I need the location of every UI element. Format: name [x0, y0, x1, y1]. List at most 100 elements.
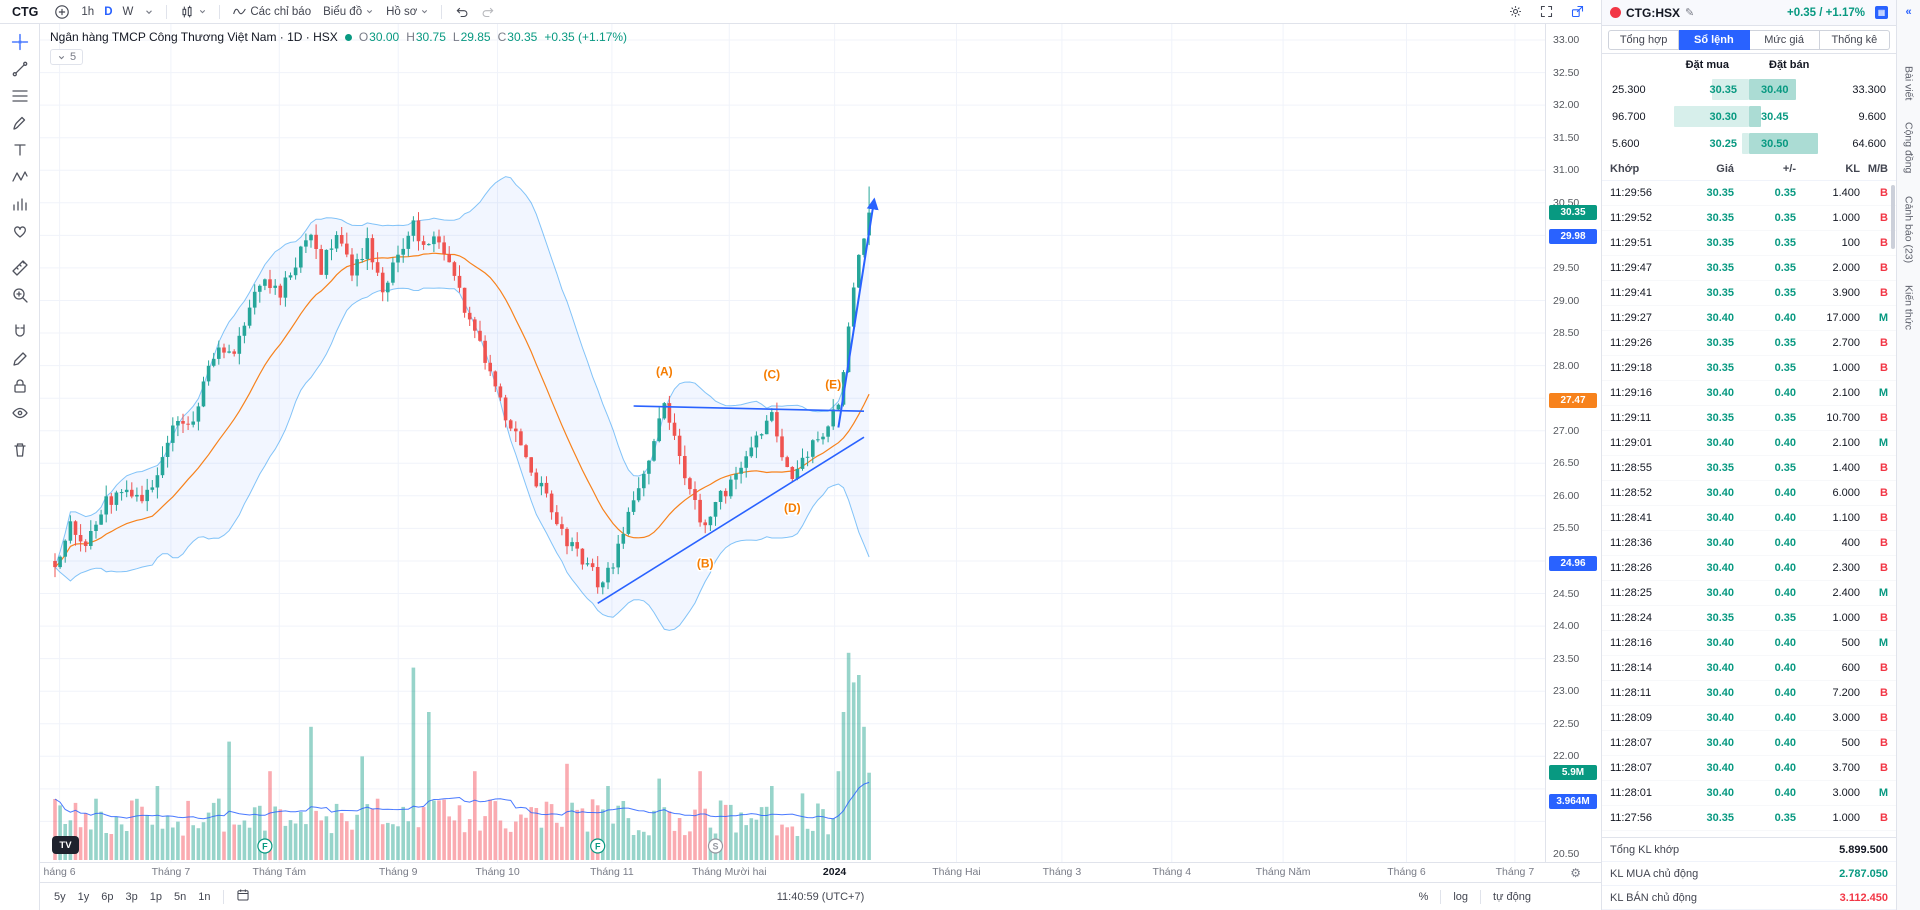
scale-button-tự-động[interactable]: tự động: [1493, 890, 1531, 903]
chart-menu-button[interactable]: Biểu đồ: [317, 0, 380, 24]
crosshair-tool-icon[interactable]: [4, 28, 36, 55]
trade-row[interactable]: 11:29:52 30.35 0.35 1.000 B: [1602, 206, 1896, 231]
lock-all-tool-icon[interactable]: [4, 372, 36, 399]
side-tab[interactable]: Bài viết: [1902, 66, 1915, 101]
bid-cell[interactable]: 30.30: [1674, 103, 1749, 130]
trade-row[interactable]: 11:28:26 30.40 0.40 2.300 B: [1602, 556, 1896, 581]
side-tab[interactable]: Kiến thức: [1902, 284, 1915, 330]
interval-button-W[interactable]: W: [122, 5, 134, 18]
bid-cell[interactable]: 30.35: [1674, 76, 1749, 103]
trade-row[interactable]: 11:28:41 30.40 0.40 1.100 B: [1602, 506, 1896, 531]
side-tab[interactable]: Cộng đồng: [1902, 122, 1915, 174]
trade-row[interactable]: 11:29:47 30.35 0.35 2.000 B: [1602, 256, 1896, 281]
trade-row[interactable]: 11:28:24 30.35 0.35 1.000 B: [1602, 606, 1896, 631]
panel-tab[interactable]: Tổng hợp: [1608, 29, 1680, 50]
time-axis-label[interactable]: Tháng 7: [151, 866, 191, 878]
chart-pane[interactable]: (A) (B) (C) (D) (E) F F S 33.00 32.50 32.00 31.50 3…: [40, 24, 1601, 862]
candlestick-chart[interactable]: (A) (B) (C) (D) (E) F F S: [40, 24, 1545, 862]
interval-chevron-icon[interactable]: [138, 0, 160, 24]
trend-line-tool-icon[interactable]: [4, 55, 36, 82]
trade-row[interactable]: 11:28:09 30.40 0.40 3.000 B: [1602, 706, 1896, 731]
trade-row[interactable]: 11:28:11 30.40 0.40 7.200 B: [1602, 681, 1896, 706]
range-button-1p[interactable]: 1p: [149, 890, 162, 903]
scrollbar-thumb[interactable]: [1891, 185, 1895, 249]
trade-row[interactable]: 11:28:07 30.40 0.40 500 B: [1602, 731, 1896, 756]
edit-pencil-icon[interactable]: ✎: [1685, 7, 1695, 19]
indicators-button[interactable]: Các chỉ báo: [226, 0, 317, 24]
range-button-5y[interactable]: 5y: [54, 890, 66, 903]
trade-row[interactable]: 11:28:55 30.35 0.35 1.400 B: [1602, 456, 1896, 481]
profile-menu-button[interactable]: Hồ sơ: [380, 0, 435, 24]
trade-row[interactable]: 11:27:56 30.35 0.35 1.000 B: [1602, 806, 1896, 831]
trade-row[interactable]: 11:28:36 30.40 0.40 400 B: [1602, 531, 1896, 556]
orderbook-row[interactable]: 25.300 30.35 30.40 33.300: [1602, 76, 1896, 103]
range-button-5n[interactable]: 5n: [174, 890, 187, 903]
trade-row[interactable]: 11:29:41 30.35 0.35 3.900 B: [1602, 281, 1896, 306]
settings-gear-icon[interactable]: [1502, 0, 1529, 24]
time-axis-label[interactable]: Tháng 11: [590, 866, 634, 878]
share-icon[interactable]: [1564, 0, 1591, 24]
time-axis-label[interactable]: Tháng Tám: [252, 866, 307, 878]
trade-row[interactable]: 11:28:01 30.40 0.40 3.000 M: [1602, 781, 1896, 806]
trades-list[interactable]: 11:29:56 30.35 0.35 1.400 B 11:29:52 30.35 0.35…: [1602, 181, 1896, 837]
fullscreen-icon[interactable]: [1533, 0, 1560, 24]
orderbook-row[interactable]: 96.700 30.30 30.45 9.600: [1602, 103, 1896, 130]
time-axis-label[interactable]: háng 6: [43, 866, 76, 878]
bid-cell[interactable]: 30.25: [1674, 130, 1749, 157]
orderbook-row[interactable]: 5.600 30.25 30.50 64.600: [1602, 130, 1896, 157]
trade-row[interactable]: 11:28:14 30.40 0.40 600 B: [1602, 656, 1896, 681]
trade-row[interactable]: 11:29:16 30.40 0.40 2.100 M: [1602, 381, 1896, 406]
fib-retracement-tool-icon[interactable]: [4, 82, 36, 109]
go-to-date-icon[interactable]: [230, 886, 256, 907]
clock[interactable]: 11:40:59 (UTC+7): [776, 890, 865, 903]
range-button-3p[interactable]: 3p: [125, 890, 138, 903]
trade-row[interactable]: 11:29:26 30.35 0.35 2.700 B: [1602, 331, 1896, 356]
brush-tool-icon[interactable]: [4, 109, 36, 136]
draw-tool-icon[interactable]: [4, 345, 36, 372]
ask-cell[interactable]: 30.45: [1749, 103, 1824, 130]
time-axis-label[interactable]: Tháng 3: [1042, 866, 1082, 878]
time-axis-label[interactable]: Tháng 9: [378, 866, 418, 878]
panel-tab[interactable]: Mức giá: [1749, 29, 1820, 50]
text-tool-icon[interactable]: [4, 136, 36, 163]
range-button-1y[interactable]: 1y: [77, 890, 90, 903]
ask-cell[interactable]: 30.40: [1749, 76, 1824, 103]
hide-all-tool-icon[interactable]: [4, 399, 36, 426]
symbol-search-button[interactable]: CTG: [12, 4, 39, 19]
panel-tab[interactable]: Thống kê: [1819, 29, 1890, 50]
remove-all-tool-icon[interactable]: [4, 436, 36, 463]
axis-settings-gear-icon[interactable]: ⚙: [1570, 866, 1581, 880]
tradingview-logo[interactable]: TV: [52, 836, 79, 854]
trade-row[interactable]: 11:28:07 30.40 0.40 3.700 B: [1602, 756, 1896, 781]
panel-tab[interactable]: Sổ lệnh: [1679, 29, 1750, 50]
panel-symbol[interactable]: CTG:HSX: [1626, 5, 1680, 20]
magnet-tool-icon[interactable]: [4, 318, 36, 345]
price-axis[interactable]: 33.00 32.50 32.00 31.50 31.00 30.50 29.50 29.00…: [1545, 24, 1601, 862]
ruler-tool-icon[interactable]: [4, 254, 36, 281]
compare-add-icon[interactable]: [48, 0, 76, 24]
time-axis-label[interactable]: Tháng 7: [1495, 866, 1535, 878]
time-axis-label[interactable]: 2024: [822, 866, 847, 878]
time-axis-label[interactable]: Tháng Hai: [932, 866, 981, 878]
trade-row[interactable]: 11:28:52 30.40 0.40 6.000 B: [1602, 481, 1896, 506]
time-axis-label[interactable]: Tháng 4: [1152, 866, 1192, 878]
side-tab[interactable]: Cảnh báo (23): [1902, 195, 1915, 263]
redo-icon[interactable]: [475, 0, 502, 24]
time-axis-label[interactable]: Tháng Năm: [1255, 866, 1311, 878]
emoji-tool-icon[interactable]: [4, 217, 36, 244]
time-axis-label[interactable]: Tháng 6: [1387, 866, 1426, 878]
collapse-strip-icon[interactable]: «: [1905, 6, 1912, 18]
trade-row[interactable]: 11:29:27 30.40 0.40 17.000 M: [1602, 306, 1896, 331]
forecast-tool-icon[interactable]: [4, 190, 36, 217]
trade-row[interactable]: 11:28:25 30.40 0.40 2.400 M: [1602, 581, 1896, 606]
time-axis[interactable]: ⚙ háng 6 Tháng 7 Tháng Tám Tháng 9 Tháng 10 T…: [40, 862, 1601, 882]
indicators-collapse-chip[interactable]: 5: [50, 49, 84, 65]
interval-button-1h[interactable]: 1h: [81, 5, 95, 18]
xabcd-pattern-tool-icon[interactable]: [4, 163, 36, 190]
trade-row[interactable]: 11:28:16 30.40 0.40 500 M: [1602, 631, 1896, 656]
range-button-1n[interactable]: 1n: [198, 890, 211, 903]
trade-row[interactable]: 11:29:56 30.35 0.35 1.400 B: [1602, 181, 1896, 206]
trade-row[interactable]: 11:29:18 30.35 0.35 1.000 B: [1602, 356, 1896, 381]
instrument-title[interactable]: Ngân hàng TMCP Công Thương Việt Nam · 1D…: [50, 30, 338, 44]
chart-style-button[interactable]: [173, 0, 213, 24]
